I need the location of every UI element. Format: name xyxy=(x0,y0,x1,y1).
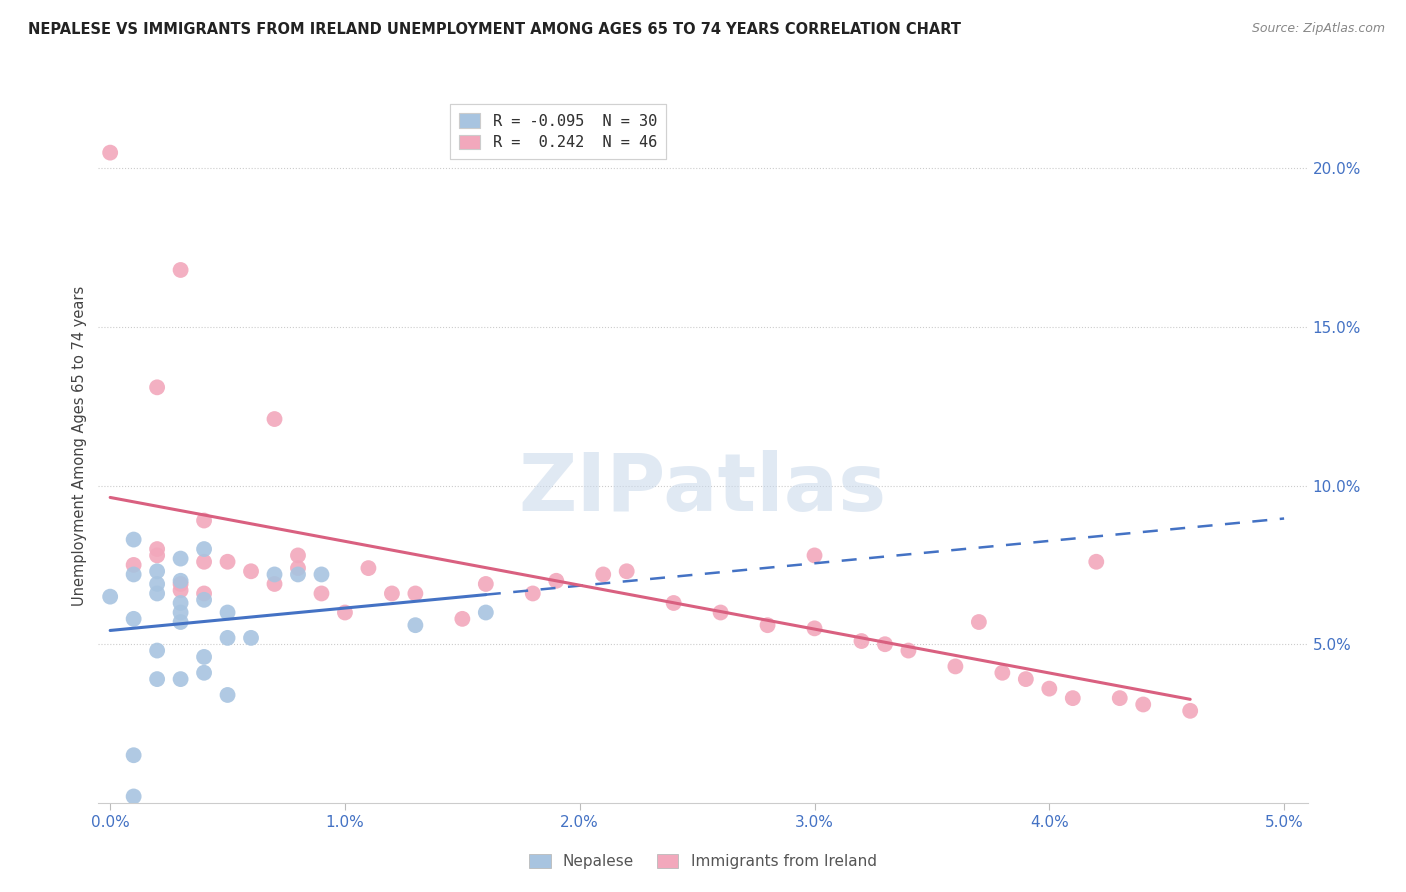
Point xyxy=(146,542,169,557)
Point xyxy=(240,631,263,645)
Point xyxy=(122,533,145,547)
Point xyxy=(122,748,145,763)
Point xyxy=(616,564,638,578)
Point xyxy=(169,574,191,588)
Point xyxy=(1015,672,1038,686)
Point xyxy=(945,659,967,673)
Point xyxy=(873,637,896,651)
Point xyxy=(98,590,121,604)
Point xyxy=(122,567,145,582)
Point xyxy=(263,567,285,582)
Point xyxy=(169,551,191,566)
Point xyxy=(287,567,309,582)
Point xyxy=(193,649,215,664)
Point xyxy=(146,380,169,394)
Point xyxy=(122,789,145,804)
Y-axis label: Unemployment Among Ages 65 to 74 years: Unemployment Among Ages 65 to 74 years xyxy=(72,285,87,607)
Point xyxy=(193,514,215,528)
Point xyxy=(1132,698,1154,712)
Point xyxy=(169,615,191,629)
Point xyxy=(98,145,121,160)
Point xyxy=(897,643,920,657)
Legend: Nepalese, Immigrants from Ireland: Nepalese, Immigrants from Ireland xyxy=(523,847,883,875)
Point xyxy=(193,542,215,557)
Point xyxy=(240,564,263,578)
Point xyxy=(263,577,285,591)
Point xyxy=(803,621,825,635)
Point xyxy=(193,586,215,600)
Text: ZIPatlas: ZIPatlas xyxy=(519,450,887,528)
Point xyxy=(122,558,145,572)
Point xyxy=(217,688,239,702)
Point xyxy=(967,615,990,629)
Point xyxy=(851,634,873,648)
Text: Source: ZipAtlas.com: Source: ZipAtlas.com xyxy=(1251,22,1385,36)
Point xyxy=(287,561,309,575)
Point xyxy=(263,412,285,426)
Point xyxy=(475,577,498,591)
Point xyxy=(1085,555,1108,569)
Point xyxy=(217,555,239,569)
Point xyxy=(169,263,191,277)
Point xyxy=(169,583,191,598)
Point xyxy=(522,586,544,600)
Point xyxy=(1038,681,1060,696)
Point xyxy=(217,631,239,645)
Point xyxy=(146,643,169,657)
Point xyxy=(169,596,191,610)
Point xyxy=(803,549,825,563)
Point xyxy=(404,618,426,632)
Point xyxy=(333,606,356,620)
Point xyxy=(146,549,169,563)
Point xyxy=(592,567,614,582)
Point xyxy=(991,665,1014,680)
Point xyxy=(146,564,169,578)
Point xyxy=(381,586,404,600)
Point xyxy=(193,592,215,607)
Point xyxy=(311,567,333,582)
Point xyxy=(193,555,215,569)
Point xyxy=(122,612,145,626)
Point xyxy=(169,577,191,591)
Point xyxy=(1062,691,1084,706)
Point xyxy=(451,612,474,626)
Point xyxy=(475,606,498,620)
Point xyxy=(1180,704,1202,718)
Point xyxy=(287,549,309,563)
Point xyxy=(1108,691,1130,706)
Legend: R = -0.095  N = 30, R =  0.242  N = 46: R = -0.095 N = 30, R = 0.242 N = 46 xyxy=(450,104,666,160)
Point xyxy=(169,672,191,686)
Point xyxy=(546,574,568,588)
Point xyxy=(217,606,239,620)
Point xyxy=(311,586,333,600)
Point xyxy=(146,672,169,686)
Point xyxy=(193,665,215,680)
Point xyxy=(662,596,685,610)
Point xyxy=(146,586,169,600)
Point xyxy=(169,606,191,620)
Text: NEPALESE VS IMMIGRANTS FROM IRELAND UNEMPLOYMENT AMONG AGES 65 TO 74 YEARS CORRE: NEPALESE VS IMMIGRANTS FROM IRELAND UNEM… xyxy=(28,22,962,37)
Point xyxy=(756,618,779,632)
Point xyxy=(146,577,169,591)
Point xyxy=(357,561,380,575)
Point xyxy=(404,586,426,600)
Point xyxy=(710,606,733,620)
